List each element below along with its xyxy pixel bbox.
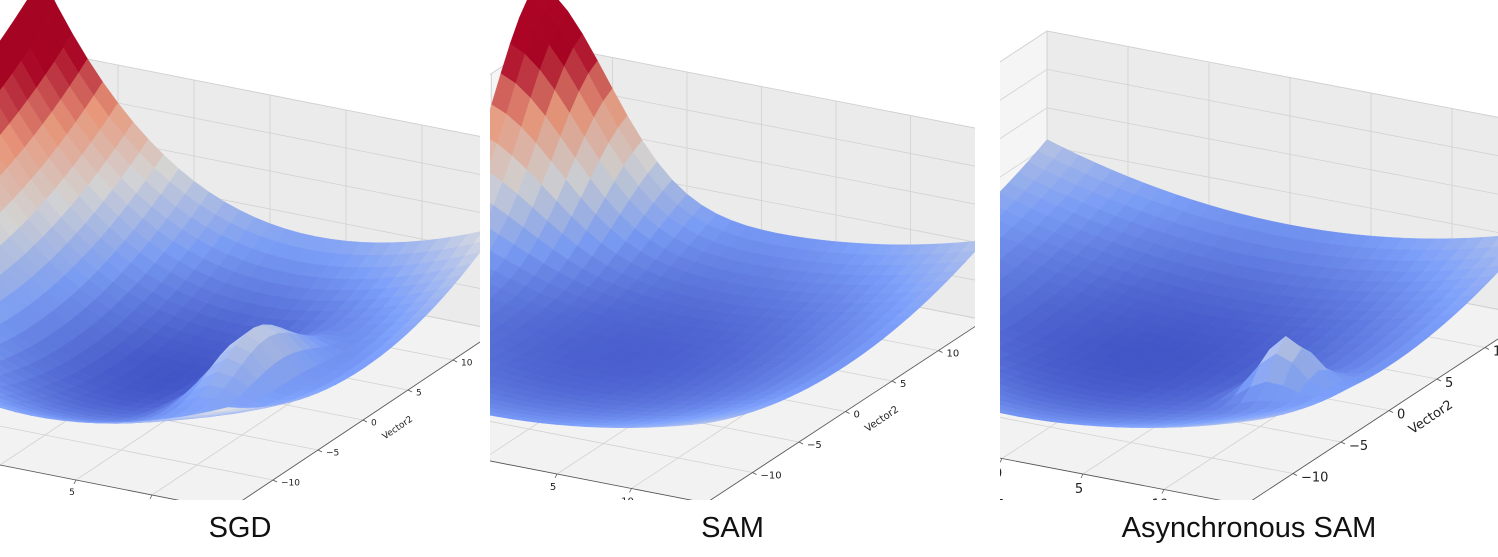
surface-plot-sgd: −15−10−5051015−15−10−50510150246810Vecto… [0,0,480,500]
surface-cell-29-0 [212,407,238,412]
chart-title-sam: SAM [701,512,764,544]
surface-cell-29-29 [473,234,480,244]
surface-mesh [490,0,975,428]
x-tick-label: 5 [69,488,75,498]
tick-labels: −15−10−5051015−15−10−50510150246810 [550,349,960,501]
x-axis-label: Vector1 [1000,489,1006,500]
y-tick-label: 0 [854,410,860,421]
chart-title-async-sam: Asynchronous SAM [1121,512,1377,544]
surface-plot-async-sam: −15−10−5051015−15−10−50510150246810Vecto… [1000,30,1498,501]
y-axis-label: Vector2 [1406,397,1456,437]
x-tick-label: 10 [621,497,634,501]
tick-labels: −15−10−5051015−15−10−50510150246810 [0,358,473,500]
chart-title-sgd: SGD [208,512,272,544]
y-tick-label: −5 [326,448,339,458]
surface-mesh [0,0,480,424]
surface-cell-28-29 [1490,238,1498,248]
x-tick-label: 5 [1075,482,1083,497]
surface-cell-29-0 [1228,420,1255,424]
chart-panel-async-sam: −15−10−5051015−15−10−50510150246810Vecto… [1000,0,1498,557]
x-tick-label: 5 [550,482,556,493]
y-tick-label: 0 [371,418,377,428]
chart-panel-sam: −15−10−5051015−15−10−50510150246810Vecto… [490,0,975,557]
x-tick-label: 10 [1152,498,1169,501]
surface-cell-29-27 [1487,256,1498,268]
surface-mesh [1000,139,1498,429]
y-tick-label: −10 [761,471,782,482]
y-axis-label: Vector2 [381,415,415,443]
y-tick-label: 5 [416,388,422,398]
tick-labels: −15−10−5051015−15−10−50510150246810 [1000,344,1498,501]
y-tick-label: −5 [1349,439,1368,454]
y-tick-label: −10 [281,478,300,488]
y-axis-label: Vector2 [863,404,901,434]
y-tick-label: 5 [1445,376,1453,391]
surface-cell-29-0 [691,421,716,425]
y-tick-label: 0 [1397,407,1405,422]
y-tick-label: 10 [461,358,473,368]
y-tick-label: 5 [900,379,906,390]
x-tick-label: 0 [1000,467,1002,482]
y-tick-label: −10 [1301,470,1328,485]
y-tick-label: 10 [1493,344,1498,359]
chart-panel-sgd: −15−10−5051015−15−10−50510150246810Vecto… [0,0,480,557]
y-tick-label: −5 [807,440,822,451]
y-tick-label: 10 [947,349,960,360]
surface-plot-sam: −15−10−5051015−15−10−50510150246810Vecto… [490,0,975,500]
